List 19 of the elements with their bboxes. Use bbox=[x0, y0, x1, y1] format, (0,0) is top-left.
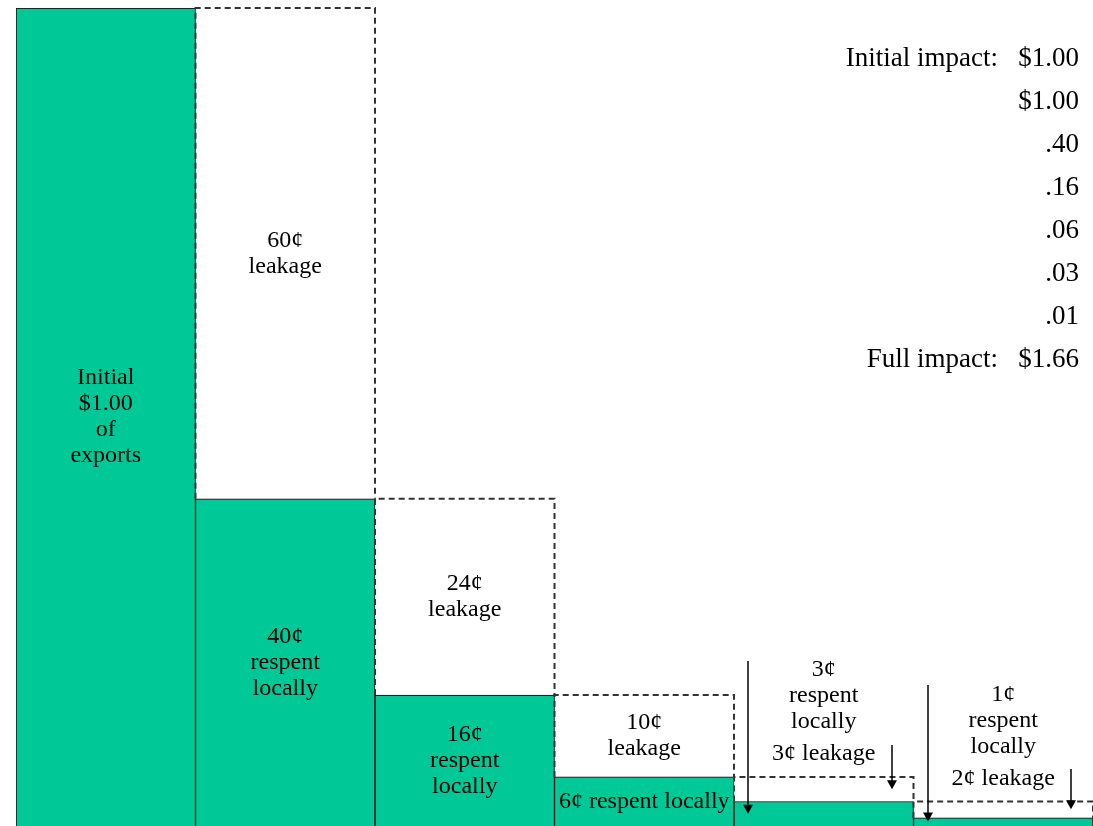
data-label: 16¢ respent locally bbox=[430, 719, 500, 798]
annotation: Initial impact: $1.00 bbox=[845, 41, 1079, 74]
data-label: 40¢ respent locally bbox=[250, 621, 321, 700]
annotation: .40 bbox=[1044, 127, 1079, 160]
annotation: .03 bbox=[1044, 256, 1079, 289]
annotation: .06 bbox=[1044, 213, 1079, 246]
data-label: 3¢ respent locally bbox=[789, 655, 859, 734]
annotation: Full impact: $1.66 bbox=[865, 342, 1079, 375]
data-label: 6¢ respent locally bbox=[558, 786, 730, 813]
data-label: 2¢ leakage bbox=[951, 763, 1055, 790]
data-label: 60¢ leakage bbox=[248, 225, 322, 278]
annotation: $1.00 bbox=[1017, 84, 1079, 117]
data-label: 24¢ leakage bbox=[428, 569, 502, 622]
annotation: .16 bbox=[1044, 170, 1079, 203]
annotation: .01 bbox=[1044, 299, 1079, 332]
data-label: Initial $1.00 of exports bbox=[70, 363, 142, 468]
data-label: 1¢ respent locally bbox=[968, 679, 1039, 758]
data-label: 3¢ leakage bbox=[772, 739, 876, 766]
data-label: 10¢ leakage bbox=[607, 708, 681, 761]
